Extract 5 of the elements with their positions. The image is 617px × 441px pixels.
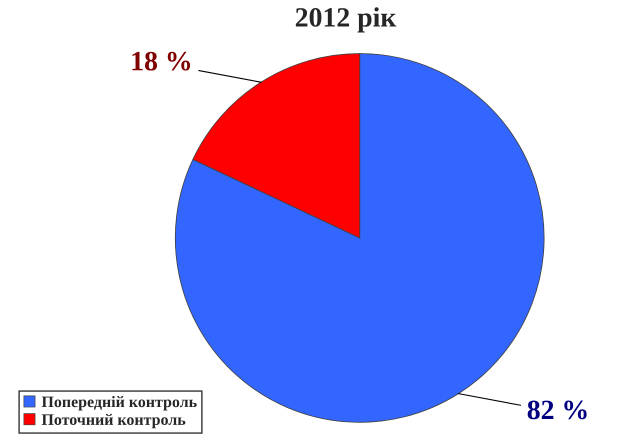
data-label: 82 %: [528, 400, 587, 420]
legend-label: Попередній контроль: [42, 396, 197, 410]
data-label: 18 %: [132, 52, 190, 71]
legend-label: Поточний контроль: [42, 414, 186, 428]
chart-title: 2012 рік: [296, 7, 396, 32]
